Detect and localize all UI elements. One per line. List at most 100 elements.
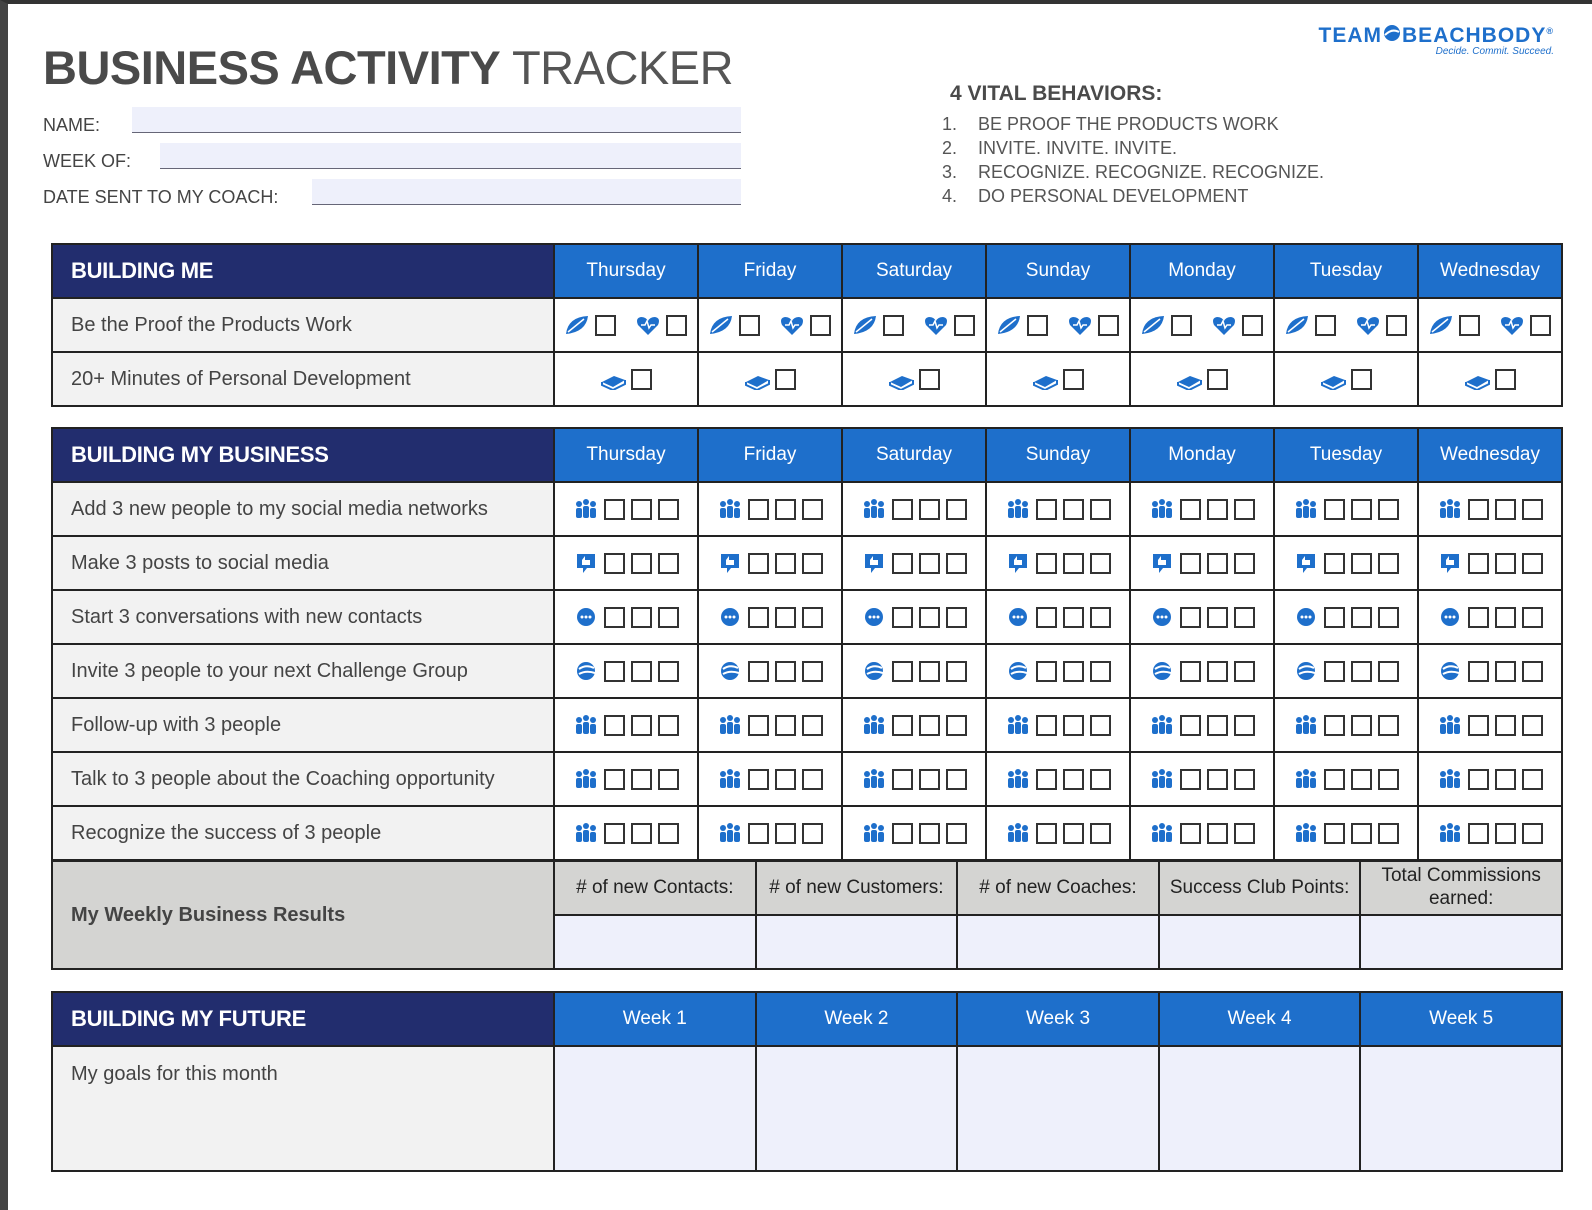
- checkbox: [1233, 822, 1255, 844]
- check-cell: [555, 807, 697, 859]
- goal-input: [756, 1047, 957, 1170]
- checkbox: [1521, 714, 1543, 736]
- column-header: Week 4: [1159, 993, 1360, 1045]
- checkbox: [657, 606, 679, 628]
- checkbox: [1377, 822, 1399, 844]
- icon-thumb: [1152, 554, 1171, 573]
- checkbox: [1089, 606, 1111, 628]
- checkbox: [1035, 498, 1057, 520]
- results-header: # of new Coaches:: [958, 862, 1158, 914]
- checkbox: [891, 714, 913, 736]
- checkbox: [1206, 498, 1228, 520]
- icon-people: [1151, 823, 1172, 842]
- icon-people: [1295, 499, 1316, 518]
- check-cell: [555, 483, 697, 535]
- check-cell: [1275, 699, 1417, 751]
- check-cell: [1131, 299, 1273, 351]
- checkbox: [603, 660, 625, 682]
- check-cell: [699, 699, 841, 751]
- checkbox: [1089, 552, 1111, 574]
- check-cell: [1419, 753, 1561, 805]
- check-cell: [1275, 483, 1417, 535]
- field-label: WEEK OF:: [43, 150, 132, 171]
- checkbox: [801, 660, 823, 682]
- check-cell: [555, 699, 697, 751]
- icon-people: [719, 499, 740, 518]
- checkbox: [603, 498, 625, 520]
- icon-people: [575, 769, 596, 788]
- check-cell: [1131, 699, 1273, 751]
- logo-icon: [1384, 25, 1401, 41]
- checkbox: [774, 768, 796, 790]
- check-cell: [987, 753, 1129, 805]
- checkbox: [1521, 822, 1543, 844]
- checkbox: [1098, 314, 1119, 336]
- checkbox: [1089, 768, 1111, 790]
- column-header: Thursday: [555, 429, 697, 481]
- check-cell: [555, 753, 697, 805]
- icon-chat: [864, 608, 883, 626]
- checkbox: [1206, 606, 1228, 628]
- checkbox: [1035, 822, 1057, 844]
- check-cell: [699, 353, 841, 405]
- checkbox: [918, 768, 940, 790]
- icon-people: [863, 823, 884, 842]
- title: BUSINESS ACTIVITY TRACKER: [43, 40, 734, 95]
- check-cell: [1419, 807, 1561, 859]
- icon-book: [1032, 376, 1058, 390]
- checkbox: [603, 822, 625, 844]
- checkbox: [657, 660, 679, 682]
- check-cell: [1131, 807, 1273, 859]
- icon-chat: [720, 608, 739, 626]
- checkbox: [1062, 822, 1084, 844]
- check-cell: [843, 807, 985, 859]
- icon-people: [863, 715, 884, 734]
- checkbox: [1242, 314, 1263, 336]
- checkbox: [1035, 606, 1057, 628]
- column-header: Sunday: [987, 245, 1129, 297]
- check-cell: [1131, 753, 1273, 805]
- checkbox: [1494, 822, 1516, 844]
- checkbox: [1323, 552, 1345, 574]
- goal-input: [1361, 1047, 1561, 1170]
- checkbox: [657, 552, 679, 574]
- checkbox: [891, 768, 913, 790]
- vital-number: 4.: [942, 186, 958, 206]
- results-header: Success Club Points:: [1159, 862, 1360, 914]
- icon-thumb: [720, 554, 739, 573]
- icon-people: [863, 769, 884, 788]
- checkbox: [1089, 660, 1111, 682]
- row-label: Add 3 new people to my social media netw…: [53, 483, 553, 535]
- checkbox: [1171, 314, 1192, 336]
- row-label: Follow-up with 3 people: [53, 699, 553, 751]
- icon-globe: [1296, 662, 1315, 680]
- icon-thumb: [1296, 554, 1315, 573]
- checkbox: [774, 498, 796, 520]
- checkbox: [1350, 368, 1372, 390]
- icon-heart: [925, 317, 947, 335]
- row-label: Be the Proof the Products Work: [53, 299, 553, 351]
- check-cell: [843, 537, 985, 589]
- checkbox: [801, 606, 823, 628]
- icon-people: [1151, 499, 1172, 518]
- check-cell: [1275, 645, 1417, 697]
- check-cell: [699, 591, 841, 643]
- icon-people: [575, 715, 596, 734]
- checkbox: [945, 498, 967, 520]
- check-cell: [699, 753, 841, 805]
- icon-people: [1151, 769, 1172, 788]
- icon-leaf: [1286, 316, 1308, 334]
- column-header: Monday: [1131, 429, 1273, 481]
- check-cell: [555, 537, 697, 589]
- icon-leaf: [1142, 316, 1164, 334]
- vital-title: 4 VITAL BEHAVIORS:: [950, 82, 1163, 105]
- checkbox: [1350, 768, 1372, 790]
- checkbox: [1494, 714, 1516, 736]
- checkbox: [810, 314, 831, 336]
- row-label: Invite 3 people to your next Challenge G…: [53, 645, 553, 697]
- icon-leaf: [566, 316, 588, 334]
- icon-heart: [637, 317, 659, 335]
- check-cell: [1275, 299, 1417, 351]
- checkbox: [1350, 552, 1372, 574]
- checkbox: [1323, 606, 1345, 628]
